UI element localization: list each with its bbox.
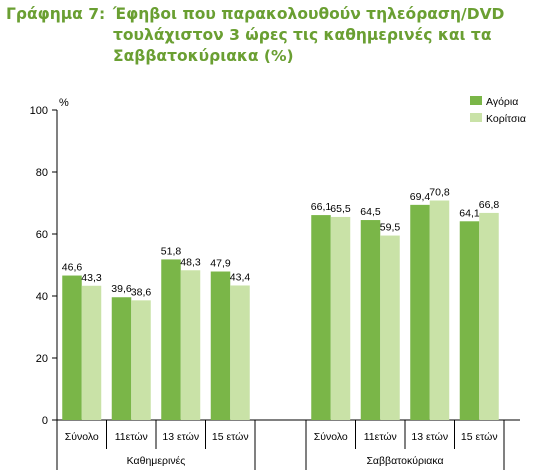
category-label: 13 ετών [411, 431, 448, 443]
y-tick-label: 100 [30, 105, 48, 117]
data-label: 64,1 [459, 207, 480, 219]
data-label: 43,3 [81, 272, 102, 284]
category-label: Σύνολο [314, 431, 348, 443]
data-label: 66,8 [479, 199, 500, 211]
data-label: 66,1 [311, 201, 332, 213]
category-label: 13 ετών [162, 431, 199, 443]
chart-title-prefix: Γράφημα 7: [6, 5, 106, 23]
data-label: 65,5 [330, 203, 351, 215]
category-label: 11ετών [115, 431, 148, 443]
data-label: 38,6 [131, 286, 152, 298]
y-tick-label: 80 [36, 167, 48, 179]
category-label: 15 ετών [461, 431, 498, 443]
data-label: 69,4 [410, 191, 431, 203]
bar [230, 285, 250, 420]
group-label: Καθημερινές [127, 455, 186, 467]
bar [311, 215, 331, 420]
category-label: 15 ετών [212, 431, 249, 443]
legend-label: Κορίτσια [486, 113, 526, 125]
bar [330, 216, 351, 420]
data-label: 51,8 [161, 245, 182, 257]
data-label: 43,4 [230, 271, 251, 283]
data-label: 48,3 [180, 256, 201, 268]
bar [210, 271, 231, 420]
legend-label: Αγόρια [486, 96, 518, 108]
chart-title-text: Έφηβοι που παρακολουθούν τηλεόραση/DVD τ… [113, 5, 505, 65]
y-unit-label: % [59, 97, 69, 109]
bar [81, 285, 102, 420]
category-label: 11ετών [364, 431, 397, 443]
bar [360, 220, 381, 420]
category-label: Σύνολο [65, 431, 99, 443]
bar [380, 235, 400, 420]
group-label: Σαββατοκύριακα [366, 455, 443, 467]
bar [429, 200, 450, 420]
bar [459, 221, 480, 420]
y-tick-label: 40 [36, 291, 48, 303]
data-label: 59,5 [380, 222, 401, 234]
data-label: 39,6 [111, 283, 132, 295]
data-label: 46,6 [62, 262, 83, 274]
legend-swatch [470, 113, 482, 122]
y-tick-label: 0 [42, 415, 48, 427]
data-label: 47,9 [210, 258, 231, 270]
data-label: 70,8 [429, 187, 450, 199]
y-tick-label: 20 [36, 353, 48, 365]
y-tick-label: 60 [36, 229, 48, 241]
bar [62, 275, 82, 420]
bar [180, 270, 201, 420]
bar [410, 204, 430, 420]
bar [479, 212, 499, 420]
bar [111, 297, 132, 420]
legend-swatch [470, 96, 482, 105]
bar [131, 300, 151, 420]
data-label: 64,5 [360, 206, 381, 218]
bar [161, 259, 181, 420]
